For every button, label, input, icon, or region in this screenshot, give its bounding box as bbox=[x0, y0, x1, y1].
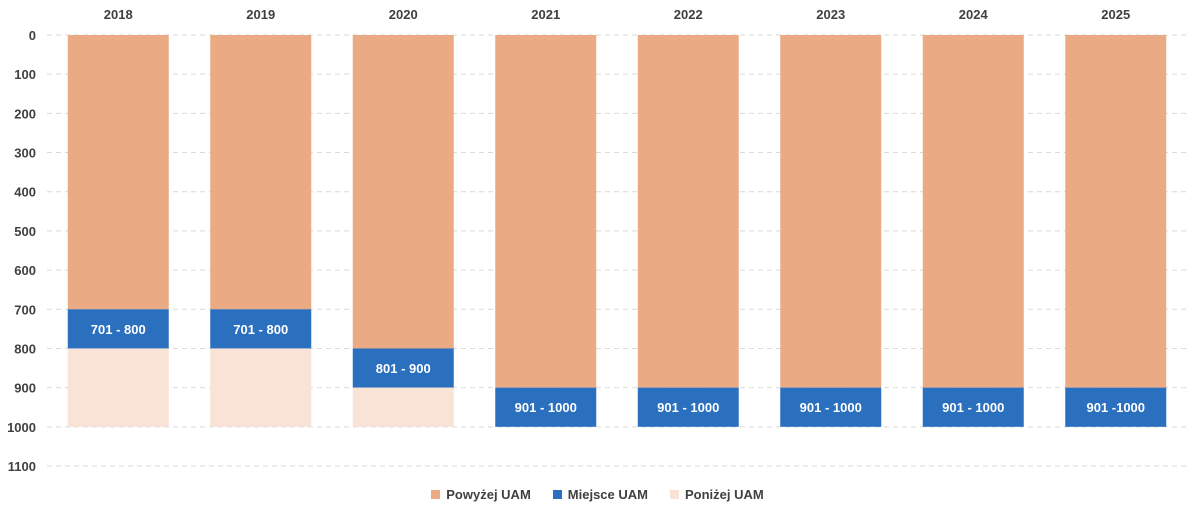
y-tick-label: 700 bbox=[14, 302, 36, 317]
bar-segment-miejsce bbox=[67, 309, 169, 349]
bar-data-label: 901 - 1000 bbox=[942, 400, 1004, 415]
y-tick-label: 400 bbox=[14, 185, 36, 200]
bar-segment-powyzej bbox=[780, 35, 882, 388]
x-tick-label: 2022 bbox=[674, 7, 703, 22]
bar-labels: 701 - 800 701 - 800 801 - 900 901 - 1000 901… bbox=[91, 322, 1145, 415]
bar-segment-powyzej bbox=[210, 35, 312, 310]
x-tick-label: 2025 bbox=[1101, 7, 1130, 22]
bar-data-label: 901 - 1000 bbox=[800, 400, 862, 415]
legend-item-miejsce: Miejsce UAM bbox=[552, 487, 648, 502]
y-tick-label: 800 bbox=[14, 341, 36, 356]
x-tick-label: 2020 bbox=[389, 7, 418, 22]
bar-segment-miejsce bbox=[210, 309, 312, 349]
legend-item-ponizej: Poniżej UAM bbox=[669, 487, 764, 502]
y-tick-label: 600 bbox=[14, 263, 36, 278]
bar-data-label: 901 - 1000 bbox=[515, 400, 577, 415]
bar-data-label: 701 - 800 bbox=[91, 322, 146, 337]
legend: Powyżej UAM Miejsce UAM Poniżej UAM bbox=[0, 487, 1195, 502]
y-axis-ticks: 0 100 200 300 400 500 600 700 800 900 1000 1100 bbox=[7, 28, 36, 474]
ranking-chart: 701 - 800 701 - 800 801 - 900 901 - 1000 901… bbox=[7, 7, 1187, 474]
bar-segment-powyzej bbox=[922, 35, 1024, 388]
x-tick-label: 2023 bbox=[816, 7, 845, 22]
bar-segment-ponizej bbox=[67, 348, 169, 427]
y-tick-label: 300 bbox=[14, 146, 36, 161]
x-tick-label: 2019 bbox=[246, 7, 275, 22]
bars bbox=[67, 35, 1167, 427]
legend-label-miejsce: Miejsce UAM bbox=[567, 487, 648, 502]
y-tick-label: 200 bbox=[14, 106, 36, 121]
x-tick-label: 2024 bbox=[959, 7, 989, 22]
bar-segment-powyzej bbox=[1065, 35, 1167, 388]
x-tick-label: 2018 bbox=[104, 7, 133, 22]
bar-segment-powyzej bbox=[495, 35, 597, 388]
bar-data-label: 901 -1000 bbox=[1086, 400, 1145, 415]
y-tick-label: 100 bbox=[14, 67, 36, 82]
bar-segment-miejsce bbox=[637, 387, 739, 427]
bar-segment-miejsce bbox=[922, 387, 1024, 427]
y-tick-label: 900 bbox=[14, 381, 36, 396]
bar-segment-powyzej bbox=[67, 35, 169, 310]
legend-label-powyzej: Powyżej UAM bbox=[446, 487, 531, 502]
bar-segment-powyzej bbox=[352, 35, 454, 349]
y-tick-label: 0 bbox=[29, 28, 36, 43]
x-axis-ticks: 2018 2019 2020 2021 2022 2023 2024 2025 bbox=[104, 7, 1130, 22]
bar-segment-ponizej bbox=[352, 387, 454, 427]
bar-data-label: 801 - 900 bbox=[376, 361, 431, 376]
bar-data-label: 901 - 1000 bbox=[657, 400, 719, 415]
bar-segment-miejsce bbox=[352, 348, 454, 388]
y-tick-label: 500 bbox=[14, 224, 36, 239]
bar-segment-miejsce bbox=[1065, 387, 1167, 427]
bar-segment-powyzej bbox=[637, 35, 739, 388]
bar-segment-ponizej bbox=[210, 348, 312, 427]
bar-segment-miejsce bbox=[780, 387, 882, 427]
legend-label-ponizej: Poniżej UAM bbox=[684, 487, 764, 502]
legend-swatch-miejsce bbox=[552, 490, 562, 499]
y-tick-label: 1000 bbox=[7, 420, 36, 435]
legend-swatch-powyzej bbox=[431, 490, 441, 499]
bar-data-label: 701 - 800 bbox=[233, 322, 288, 337]
legend-item-powyzej: Powyżej UAM bbox=[431, 487, 531, 502]
x-tick-label: 2021 bbox=[531, 7, 560, 22]
bar-segment-miejsce bbox=[495, 387, 597, 427]
legend-swatch-ponizej bbox=[669, 490, 679, 499]
y-tick-label: 1100 bbox=[8, 459, 36, 474]
